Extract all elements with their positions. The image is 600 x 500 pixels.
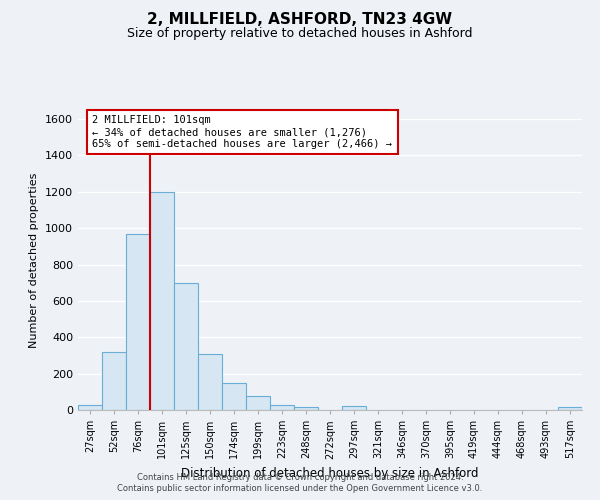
Bar — [558, 408, 582, 410]
Bar — [174, 282, 198, 410]
Bar — [246, 396, 270, 410]
Y-axis label: Number of detached properties: Number of detached properties — [29, 172, 40, 348]
Bar — [78, 406, 102, 410]
Text: Contains public sector information licensed under the Open Government Licence v3: Contains public sector information licen… — [118, 484, 482, 493]
Bar — [198, 354, 222, 410]
Text: 2 MILLFIELD: 101sqm
← 34% of detached houses are smaller (1,276)
65% of semi-det: 2 MILLFIELD: 101sqm ← 34% of detached ho… — [92, 116, 392, 148]
Bar — [294, 408, 318, 410]
Bar — [342, 406, 366, 410]
Bar — [102, 352, 126, 410]
Bar — [150, 192, 174, 410]
X-axis label: Distribution of detached houses by size in Ashford: Distribution of detached houses by size … — [181, 467, 479, 480]
Bar — [270, 404, 294, 410]
Text: 2, MILLFIELD, ASHFORD, TN23 4GW: 2, MILLFIELD, ASHFORD, TN23 4GW — [148, 12, 452, 28]
Text: Size of property relative to detached houses in Ashford: Size of property relative to detached ho… — [127, 28, 473, 40]
Bar — [222, 382, 246, 410]
Text: Contains HM Land Registry data © Crown copyright and database right 2024.: Contains HM Land Registry data © Crown c… — [137, 472, 463, 482]
Bar — [126, 234, 150, 410]
